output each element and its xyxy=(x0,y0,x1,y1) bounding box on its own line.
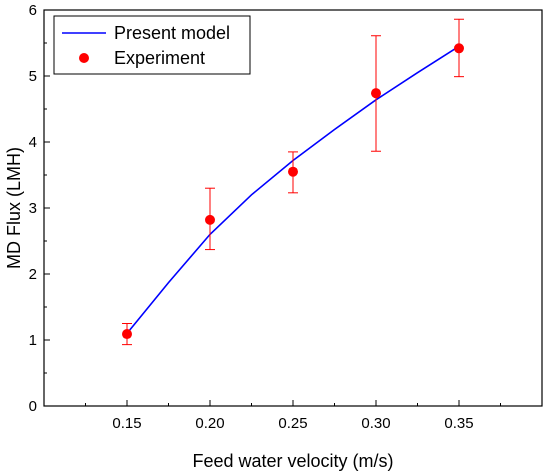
x-tick-label: 0.30 xyxy=(361,415,390,432)
y-tick-label: 4 xyxy=(29,134,37,151)
x-axis-title: Feed water velocity (m/s) xyxy=(192,451,393,471)
y-tick-label: 1 xyxy=(29,332,37,349)
x-tick-label: 0.35 xyxy=(444,415,473,432)
x-tick-label: 0.20 xyxy=(195,415,224,432)
experiment-point xyxy=(122,329,132,340)
experiment-point xyxy=(371,88,381,99)
axis-ticks: 0.15 0.20 0.25 0.30 0.35 0 1 2 3 4 5 6 xyxy=(29,2,501,432)
experiment-point xyxy=(288,166,298,177)
experiment-series xyxy=(122,18,464,346)
y-axis-title: MD Flux (LMH) xyxy=(4,147,24,269)
x-tick-label: 0.15 xyxy=(112,415,141,432)
y-tick-label: 3 xyxy=(29,200,37,217)
experiment-point xyxy=(454,43,464,54)
x-tick-label: 0.25 xyxy=(278,415,307,432)
y-tick-label: 5 xyxy=(29,68,37,85)
legend-label-model: Present model xyxy=(114,23,230,43)
legend-box xyxy=(53,15,251,75)
legend: Present model Experiment xyxy=(53,15,251,75)
legend-label-experiment: Experiment xyxy=(114,48,205,68)
y-tick-label: 6 xyxy=(29,2,37,19)
legend-marker-swatch xyxy=(79,53,89,63)
y-tick-label: 0 xyxy=(29,398,37,415)
y-tick-label: 2 xyxy=(29,266,37,283)
experiment-point xyxy=(205,214,215,225)
